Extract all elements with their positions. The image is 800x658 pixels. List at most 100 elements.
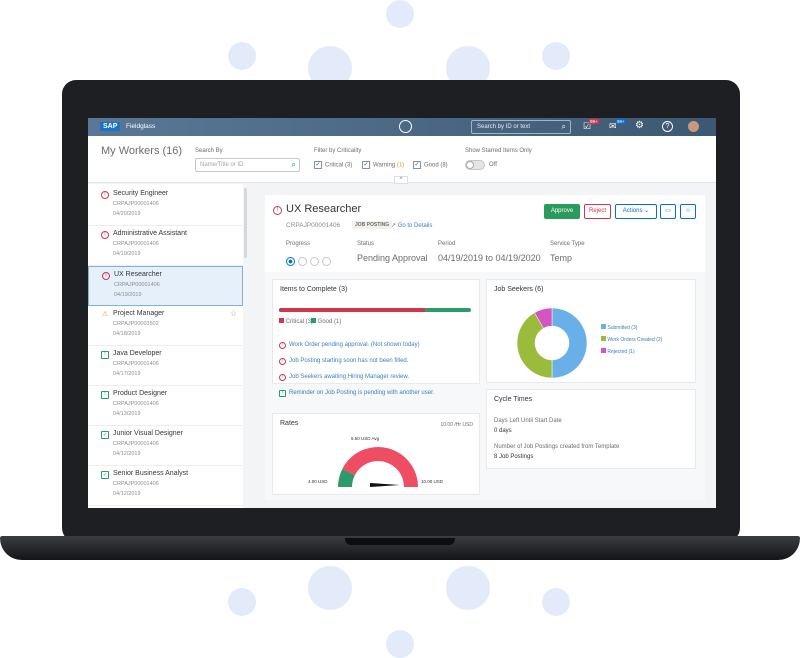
period-label: Period — [438, 241, 456, 247]
worker-list-item[interactable]: ✓ Senior Business Analyst CRPAJP00001406… — [88, 466, 243, 506]
sap-logo: SAP — [100, 122, 121, 131]
go-to-details-label: Go to Details — [397, 223, 433, 229]
detail-title: UX Researcher — [286, 203, 362, 215]
decor-dot — [386, 630, 414, 658]
critical-icon: ! — [279, 358, 286, 365]
critical-icon: ! — [102, 272, 110, 280]
legend-label: Rejected (1) — [607, 349, 635, 355]
info-icon: ! — [279, 390, 286, 397]
worker-id: CRPAJP00001406 — [113, 401, 159, 407]
go-to-details-link[interactable]: ↗ Go to Details — [391, 223, 433, 229]
gauge-max-label: 10.00 USD — [421, 479, 444, 484]
gauge-needle — [370, 483, 400, 487]
good-checkbox[interactable]: ✓ Good (8) — [413, 161, 448, 169]
criticality-label: Filter by Criticality — [314, 148, 362, 154]
worker-id: CRPAJP00003502 — [113, 321, 159, 327]
collapse-header-button[interactable]: ^ — [394, 176, 408, 184]
decor-dot — [386, 0, 414, 28]
legend-item[interactable]: Work Orders Created (2) — [601, 336, 662, 343]
list-scrollbar[interactable] — [244, 188, 247, 258]
progress-step — [286, 257, 295, 266]
worker-list-item[interactable]: ! Administrative Assistant CRPAJP0000140… — [88, 226, 243, 266]
warning-label: Warning — [373, 162, 396, 169]
progress-step — [322, 257, 331, 266]
actions-button[interactable]: Actions ⌄ — [615, 204, 657, 219]
star-button[interactable]: ☆ — [680, 204, 696, 219]
legend-item[interactable]: Submitted (3) — [601, 324, 662, 331]
decor-dot — [308, 566, 352, 610]
job-seekers-donut — [516, 307, 588, 379]
worker-date: 04/13/2019 — [113, 411, 141, 417]
worker-date: 04/19/2019 — [114, 292, 142, 298]
tile-title: Cycle Times — [494, 396, 533, 403]
worker-date: 04/17/2019 — [113, 371, 141, 377]
rates-tile: Rates 10.00 /Hr USD 5.50 USD Avg 4.00 US… — [272, 413, 480, 495]
comment-button[interactable]: ▭ — [660, 204, 676, 219]
worker-search-input[interactable]: Name/Title or ID ⌕ — [195, 158, 300, 172]
worker-list-item[interactable]: ! Security Engineer CRPAJP00001406 04/20… — [88, 186, 243, 226]
starred-label: Show Starred Items Only — [465, 148, 532, 154]
avatar[interactable] — [688, 121, 699, 132]
good-label: Good (8) — [424, 162, 448, 169]
search-icon[interactable]: ⌕ — [291, 160, 296, 169]
worker-id: CRPAJP00001406 — [113, 481, 159, 487]
good-icon: ✓ — [101, 471, 109, 479]
item-text: Job Posting starting soon has not been f… — [289, 358, 409, 364]
toggle-state: Off — [489, 162, 497, 168]
decor-dot — [446, 566, 490, 610]
gauge-green-arc — [338, 468, 355, 487]
mail-icon[interactable]: ✉ — [609, 121, 617, 131]
worker-id: CRPAJP00001406 — [114, 282, 160, 288]
item-to-complete-link[interactable]: ! Reminder on Job Posting is pending with… — [279, 390, 434, 397]
worker-title: Security Engineer — [113, 190, 169, 197]
progress-step — [310, 257, 319, 266]
legend-item[interactable]: Rejected (1) — [601, 348, 662, 355]
worker-list-item[interactable]: ! Product Designer CRPAJP00001406 04/13/… — [88, 386, 243, 426]
decor-dot — [542, 42, 570, 70]
chevron-down-icon: ⌄ — [644, 208, 650, 214]
worker-list-item[interactable]: ! UX Researcher CRPAJP00001406 04/19/201… — [88, 266, 243, 306]
global-search-input[interactable]: Search by ID or text ⌕ — [471, 120, 571, 134]
gauge-red-arc — [342, 447, 418, 487]
shell-bar: SAP Fieldglass Search by ID or text ⌕ ☑ … — [88, 118, 716, 136]
item-to-complete-link[interactable]: ! Job Seekers awaiting Hiring Manager rev… — [279, 374, 409, 381]
legend-label: Submitted (3) — [607, 325, 638, 331]
gear-icon[interactable]: ⚙ — [635, 120, 644, 131]
page-title: My Workers (16) — [101, 145, 183, 157]
days-left-value: 0 days — [494, 428, 512, 434]
info-icon: ! — [101, 391, 109, 399]
product-name: Fieldglass — [126, 123, 156, 130]
reject-button[interactable]: Reject — [584, 204, 611, 219]
status-label: Status — [357, 241, 375, 247]
warning-count: (1) — [396, 162, 405, 169]
worker-list-item[interactable]: ! Java Developer CRPAJP00001406 04/17/20… — [88, 346, 243, 386]
critical-icon: ! — [101, 191, 109, 199]
tasks-icon[interactable]: ☑ — [583, 121, 592, 131]
worker-title: Product Designer — [113, 390, 168, 397]
filter-bar: My Workers (16) Search By Name/Title or … — [88, 136, 716, 184]
home-icon[interactable] — [399, 120, 412, 133]
starred-toggle[interactable] — [465, 160, 485, 170]
worker-list-item[interactable]: ✓ Junior Visual Designer CRPAJP00001406 … — [88, 426, 243, 466]
tasks-badge: 99+ — [589, 119, 599, 124]
app-screen: SAP Fieldglass Search by ID or text ⌕ ☑ … — [88, 118, 716, 508]
search-by-label: Search By — [195, 148, 223, 154]
worker-title: Junior Visual Designer — [113, 430, 183, 437]
donut-slice — [516, 312, 553, 379]
approve-button[interactable]: Approve — [544, 204, 580, 219]
star-icon[interactable]: ☆ — [229, 309, 237, 318]
help-icon[interactable]: ? — [662, 121, 673, 132]
worker-list-item[interactable]: ⚠ Project Manager CRPAJP00003502 04/18/2… — [88, 306, 243, 346]
search-icon[interactable]: ⌕ — [561, 122, 566, 131]
worker-date: 04/19/2019 — [113, 251, 141, 257]
item-to-complete-link[interactable]: ! Job Posting starting soon has not been … — [279, 358, 408, 365]
days-left-label: Days Left Until Start Date — [494, 418, 562, 424]
service-type-value: Temp — [550, 253, 573, 263]
worker-date: 04/20/2019 — [113, 211, 141, 217]
worker-id: CRPAJP00001406 — [113, 361, 159, 367]
critical-checkbox[interactable]: ✓ Critical (3) — [314, 161, 353, 169]
item-to-complete-link[interactable]: ! Work Order pending approval. (Not shown… — [279, 342, 420, 349]
worker-title: Project Manager — [113, 310, 165, 317]
warning-checkbox[interactable]: ✓ Warning (1) — [362, 161, 405, 169]
service-type-label: Service Type — [550, 241, 585, 247]
